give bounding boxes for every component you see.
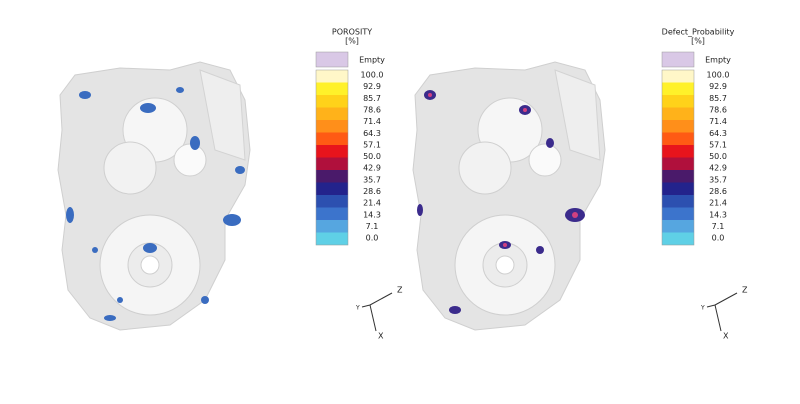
color-band	[662, 157, 694, 171]
color-band	[316, 107, 348, 121]
axis-y	[361, 304, 371, 308]
level-label: 0.0	[712, 234, 725, 243]
axis-z	[714, 292, 738, 306]
level-label: 21.4	[709, 199, 727, 208]
level-label: 21.4	[363, 199, 381, 208]
level-label: 71.4	[363, 117, 381, 126]
axis-label-z: Z	[742, 286, 748, 295]
color-band	[662, 95, 694, 108]
axis-label-x: X	[378, 332, 384, 341]
level-label: 50.0	[709, 152, 727, 161]
color-band	[662, 70, 694, 83]
casting-render-2	[412, 61, 606, 331]
color-band	[662, 170, 694, 183]
empty-swatch	[315, 51, 349, 68]
legend-unit: [%]	[691, 37, 705, 46]
level-label: 57.1	[363, 140, 381, 149]
color-band	[316, 120, 348, 133]
color-band	[662, 232, 694, 246]
axis-label-y: Y	[355, 305, 360, 312]
level-label: 35.7	[709, 175, 727, 184]
level-label: 35.7	[363, 175, 381, 184]
color-band	[316, 145, 348, 158]
level-label: 78.6	[709, 105, 727, 114]
level-label: 28.6	[363, 187, 381, 196]
color-band	[316, 70, 348, 83]
color-band	[662, 107, 694, 121]
color-band	[316, 95, 348, 108]
legend-title: POROSITY	[332, 28, 372, 37]
level-label: 85.7	[709, 94, 727, 103]
color-band	[316, 220, 348, 233]
axis-label-z: Z	[397, 286, 403, 295]
color-band	[316, 207, 348, 221]
empty-swatch	[661, 51, 695, 68]
legend-unit: [%]	[345, 37, 359, 46]
level-label: 92.9	[709, 82, 727, 91]
level-label: 7.1	[366, 222, 379, 231]
axis-label-y: Y	[700, 305, 705, 312]
axis-x	[714, 304, 722, 332]
level-label: 100.0	[361, 71, 384, 80]
color-band	[662, 220, 694, 233]
empty-label: Empty	[705, 56, 731, 65]
color-band	[316, 157, 348, 171]
level-label: 64.3	[709, 129, 727, 138]
axis-z	[369, 292, 393, 306]
color-band	[316, 82, 348, 96]
color-band	[662, 82, 694, 96]
color-band	[662, 120, 694, 133]
level-label: 78.6	[363, 105, 381, 114]
axis-x	[369, 304, 377, 332]
casting-render-1	[57, 61, 251, 331]
level-label: 92.9	[363, 82, 381, 91]
color-band	[316, 232, 348, 246]
level-label: 100.0	[707, 71, 730, 80]
level-label: 28.6	[709, 187, 727, 196]
color-band	[662, 207, 694, 221]
color-band	[662, 182, 694, 196]
color-band	[316, 195, 348, 208]
level-label: 71.4	[709, 117, 727, 126]
level-label: 57.1	[709, 140, 727, 149]
color-band	[316, 170, 348, 183]
level-label: 14.3	[363, 210, 381, 219]
axis-label-x: X	[723, 332, 729, 341]
color-band	[316, 132, 348, 146]
axis-y	[706, 304, 716, 308]
color-band	[316, 182, 348, 196]
level-label: 42.9	[363, 164, 381, 173]
colorbar-frame	[661, 69, 695, 246]
level-label: 85.7	[363, 94, 381, 103]
level-label: 42.9	[709, 164, 727, 173]
level-label: 0.0	[366, 234, 379, 243]
legend-title: Defect_Probability	[662, 28, 735, 37]
color-band	[662, 195, 694, 208]
level-label: 64.3	[363, 129, 381, 138]
color-band	[662, 145, 694, 158]
level-label: 7.1	[712, 222, 725, 231]
empty-label: Empty	[359, 56, 385, 65]
color-band	[662, 132, 694, 146]
level-label: 50.0	[363, 152, 381, 161]
level-label: 14.3	[709, 210, 727, 219]
colorbar-frame	[315, 69, 349, 246]
